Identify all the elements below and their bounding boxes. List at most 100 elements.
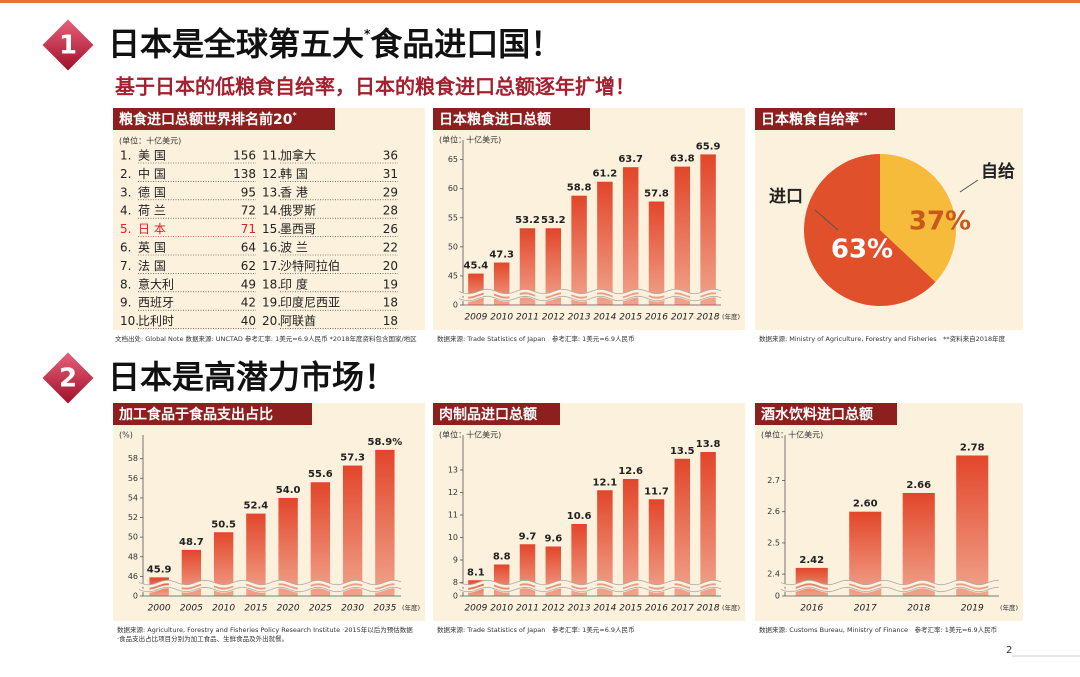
title-mark: * bbox=[364, 27, 371, 41]
x-tick-label: 2015 bbox=[244, 604, 267, 614]
import-value: 26 bbox=[383, 222, 398, 236]
value-label: 8.8 bbox=[493, 552, 511, 563]
section-title: 日本是高潜力市场！ bbox=[108, 358, 396, 396]
value-label: 2.78 bbox=[960, 442, 985, 453]
bar bbox=[674, 458, 691, 596]
rank: 7. bbox=[120, 259, 131, 273]
y-tick-label: 13 bbox=[448, 466, 458, 475]
bar bbox=[310, 482, 331, 596]
rank: 20. bbox=[262, 314, 281, 328]
rank: 3. bbox=[120, 185, 131, 199]
y-tick-label: 0 bbox=[775, 592, 780, 601]
y-tick-label: 56 bbox=[128, 474, 138, 483]
x-tick-label: 2009 bbox=[464, 604, 487, 614]
axis-break bbox=[458, 295, 722, 302]
x-tick-label: 2015 bbox=[619, 313, 642, 323]
import-value: 72 bbox=[241, 204, 256, 218]
import-value: 22 bbox=[383, 241, 398, 255]
rank: 1. bbox=[120, 149, 131, 163]
rank: 13. bbox=[262, 185, 281, 199]
rank: 11. bbox=[262, 149, 281, 163]
chart-panel: 日本粮食自给率** 数据来源: Ministry of Agriculture, … bbox=[755, 108, 1023, 343]
y-tick-label: 9 bbox=[453, 556, 458, 565]
value-label: 2.60 bbox=[853, 499, 878, 510]
rank: 10. bbox=[120, 314, 139, 328]
axis-break bbox=[780, 580, 1000, 593]
panel-title: 加工食品于食品支出占比 bbox=[118, 406, 273, 423]
bar bbox=[956, 455, 989, 596]
country-name: 法 国 bbox=[138, 259, 166, 273]
ranking-panel: 粮食进口总额世界排名前20* (单位：十亿美元) 文档出处: Global No… bbox=[113, 108, 425, 343]
y-tick-label: 2.6 bbox=[767, 507, 780, 516]
import-value: 29 bbox=[383, 185, 398, 199]
y-tick-label: 65 bbox=[448, 155, 458, 164]
rank: 9. bbox=[120, 296, 131, 310]
y-tick-label: 2.5 bbox=[767, 538, 780, 547]
bar bbox=[622, 167, 639, 305]
y-tick-label: 52 bbox=[128, 513, 138, 522]
unit-label: (单位：十亿美元) bbox=[439, 430, 501, 440]
axis-break bbox=[458, 586, 722, 593]
x-tick-label: 2016 bbox=[800, 604, 823, 614]
slice-label: 进口 bbox=[769, 187, 803, 207]
footnote: 文档出处: Global Note 数据来源: UNCTAD 参考汇率: 1美元… bbox=[115, 334, 417, 343]
bar bbox=[545, 228, 562, 305]
x-tick-label: 2018 bbox=[907, 604, 930, 614]
x-tick-label: 2012 bbox=[542, 313, 565, 323]
value-label: 61.2 bbox=[593, 169, 618, 180]
x-tick-label: 2020 bbox=[277, 604, 300, 614]
import-value: 18 bbox=[383, 296, 398, 310]
axis-break bbox=[138, 586, 402, 593]
country-name: 波 兰 bbox=[280, 241, 308, 255]
pie-slice bbox=[804, 154, 936, 306]
rank: 6. bbox=[120, 241, 131, 255]
x-tick-label: 2010 bbox=[490, 604, 513, 614]
bar bbox=[278, 497, 298, 596]
unit-label: (%) bbox=[119, 431, 133, 440]
import-value: 19 bbox=[383, 277, 398, 291]
import-value: 28 bbox=[383, 204, 398, 218]
section-2-header: 2 日本是高潜力市场！ bbox=[42, 352, 396, 404]
y-tick-label: 50 bbox=[128, 533, 138, 542]
x-axis-label: (年度) bbox=[722, 603, 740, 612]
title-text: 日本是全球第五大 bbox=[108, 25, 364, 63]
title-mark: * bbox=[292, 111, 297, 120]
import-value: 62 bbox=[241, 259, 256, 273]
bar bbox=[571, 524, 587, 596]
bar bbox=[375, 449, 395, 596]
slice-value: 63% bbox=[831, 235, 893, 265]
value-label: 50.5 bbox=[211, 519, 236, 530]
country-name: 阿联酋 bbox=[280, 313, 316, 328]
country-name: 加拿大 bbox=[280, 148, 316, 163]
value-label: 8.1 bbox=[467, 567, 485, 578]
country-name: 香 港 bbox=[280, 185, 308, 199]
axis-break bbox=[458, 580, 722, 593]
panel-header bbox=[433, 108, 590, 130]
rank: 2. bbox=[120, 167, 131, 181]
x-tick-label: 2014 bbox=[593, 313, 616, 323]
y-tick-label: 54 bbox=[128, 493, 138, 502]
top-rule bbox=[0, 0, 1080, 3]
bar bbox=[648, 201, 665, 305]
value-label: 53.2 bbox=[541, 215, 566, 226]
section-number: 2 bbox=[59, 364, 77, 394]
country-name: 美 国 bbox=[138, 149, 166, 163]
import-value: 20 bbox=[383, 259, 398, 273]
rank: 12. bbox=[262, 167, 281, 181]
slice-label: 自给 bbox=[981, 161, 1015, 182]
panel-header bbox=[113, 108, 335, 130]
country-name: 意大利 bbox=[138, 276, 174, 291]
panel-title: 肉制品进口总额 bbox=[439, 406, 537, 423]
unit-label: (单位：十亿美元) bbox=[761, 430, 823, 440]
rank: 14. bbox=[262, 204, 281, 218]
number-badge bbox=[42, 19, 94, 71]
bar bbox=[342, 465, 363, 596]
y-tick-label: 0 bbox=[133, 592, 138, 601]
value-label: 45.9 bbox=[147, 564, 172, 575]
x-tick-label: 2010 bbox=[212, 604, 235, 614]
country-name: 印度尼西亚 bbox=[280, 295, 340, 310]
import-value: 71 bbox=[241, 222, 256, 236]
